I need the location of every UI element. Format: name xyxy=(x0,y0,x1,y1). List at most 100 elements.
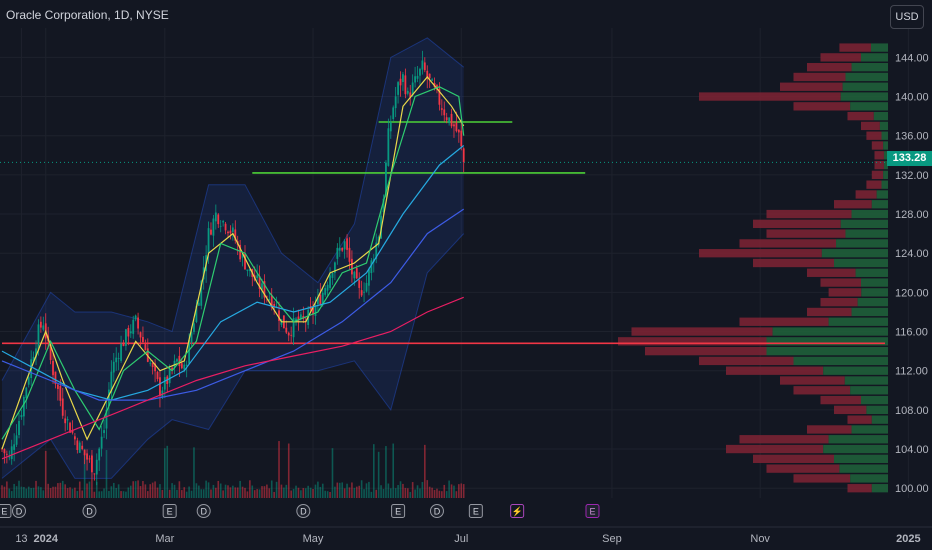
candle-body xyxy=(409,92,412,98)
candle-body xyxy=(399,78,402,86)
candle-body xyxy=(35,348,37,358)
volume-profile-bar-down xyxy=(645,346,767,356)
volume-bar xyxy=(397,485,399,498)
volume-bar xyxy=(57,483,59,498)
volume-bar xyxy=(81,490,83,498)
candle-body xyxy=(154,363,156,372)
volume-profile-bar-up xyxy=(861,288,888,297)
currency-button[interactable]: USD xyxy=(890,5,924,29)
volume-bar xyxy=(270,480,273,498)
volume-bar xyxy=(91,449,93,498)
volume-bar xyxy=(178,481,181,498)
volume-bar xyxy=(83,448,86,498)
volume-profile-bar-up xyxy=(883,141,888,150)
earnings-marker[interactable] xyxy=(468,504,483,518)
volume-bar xyxy=(15,486,18,498)
volume-profile-bar-up xyxy=(861,395,888,405)
dividend-marker[interactable] xyxy=(196,504,211,518)
volume-bar xyxy=(137,480,139,498)
candle-body xyxy=(336,247,339,259)
volume-bar xyxy=(23,486,25,498)
volume-bar xyxy=(212,484,215,498)
split-marker[interactable] xyxy=(510,504,525,518)
volume-bar xyxy=(251,485,254,498)
volume-bar xyxy=(232,485,234,498)
volume-profile-bar-down xyxy=(820,395,861,405)
volume-bar xyxy=(207,482,210,498)
candle-body xyxy=(239,244,242,260)
volume-bar xyxy=(168,489,171,498)
last-price-tag: 133.28 xyxy=(887,151,932,166)
dividend-marker[interactable] xyxy=(429,504,444,518)
candle-body xyxy=(188,339,191,364)
volume-profile-bar-up xyxy=(850,102,888,111)
candle-body xyxy=(66,419,69,421)
candle-body xyxy=(338,247,341,251)
volume-bar xyxy=(372,444,375,498)
volume-profile-bar-up xyxy=(828,317,888,326)
volume-bar xyxy=(173,484,176,498)
candle-body xyxy=(219,225,222,227)
volume-profile-bar-up xyxy=(881,180,888,189)
candle-body xyxy=(278,310,280,321)
moving-average-line xyxy=(1,208,465,401)
volume-bar xyxy=(375,489,378,498)
volume-bar xyxy=(134,481,137,498)
candle-body xyxy=(368,269,370,286)
volume-profile-bar-down xyxy=(807,268,856,277)
symbol-title[interactable]: Oracle Corporation, 1D, NYSE xyxy=(6,8,169,22)
volume-profile-bar-up xyxy=(821,249,888,258)
bollinger-lower xyxy=(1,233,465,479)
candle-body xyxy=(334,262,336,273)
volume-bar xyxy=(292,488,295,498)
volume-bar xyxy=(307,485,309,498)
earnings-marker[interactable] xyxy=(585,504,600,518)
volume-bar xyxy=(448,480,450,498)
candle-body xyxy=(81,445,84,450)
volume-profile-bar-down xyxy=(766,229,846,238)
volume-profile-bar-down xyxy=(874,151,884,160)
candle-body xyxy=(292,317,295,338)
volume-bar xyxy=(49,488,52,498)
volume-profile-bar-down xyxy=(753,219,841,228)
volume-bar xyxy=(407,488,409,498)
price-axis-label: 100.00 xyxy=(895,483,929,495)
candle-body xyxy=(261,283,263,290)
dividend-marker[interactable] xyxy=(12,504,27,518)
volume-bar xyxy=(98,491,100,498)
earnings-marker[interactable] xyxy=(0,504,12,518)
dividend-marker[interactable] xyxy=(82,504,97,518)
volume-bar xyxy=(166,445,169,498)
volume-bar xyxy=(219,483,222,498)
volume-bar xyxy=(66,488,69,498)
volume-profile-bar-down xyxy=(855,190,877,199)
volume-bar xyxy=(460,483,463,498)
volume-bar xyxy=(297,487,300,498)
candle-body xyxy=(83,449,86,456)
volume-profile-bar-down xyxy=(871,170,884,180)
volume-profile-bar-up xyxy=(850,386,888,395)
volume-profile-bar-up xyxy=(883,151,888,160)
volume-bar xyxy=(244,487,246,498)
volume-bar xyxy=(404,487,407,498)
volume-bar xyxy=(441,491,443,498)
volume-profile-bar-up xyxy=(766,346,888,356)
dividend-marker[interactable] xyxy=(296,504,311,518)
volume-bar xyxy=(8,488,11,498)
volume-bar xyxy=(64,484,66,498)
candle-body xyxy=(74,436,76,440)
volume-bar xyxy=(86,483,88,498)
volume-bar xyxy=(462,484,465,498)
volume-bar xyxy=(360,480,363,498)
candle-body xyxy=(270,295,273,308)
volume-bar xyxy=(156,487,159,498)
earnings-marker[interactable] xyxy=(391,504,406,518)
volume-profile-bar-down xyxy=(847,484,872,493)
earnings-marker[interactable] xyxy=(162,504,177,518)
volume-profile-bar-up xyxy=(871,200,888,209)
candle-body xyxy=(355,268,358,279)
candle-body xyxy=(299,314,302,319)
candle-body xyxy=(3,449,6,454)
candle-body xyxy=(460,130,463,147)
